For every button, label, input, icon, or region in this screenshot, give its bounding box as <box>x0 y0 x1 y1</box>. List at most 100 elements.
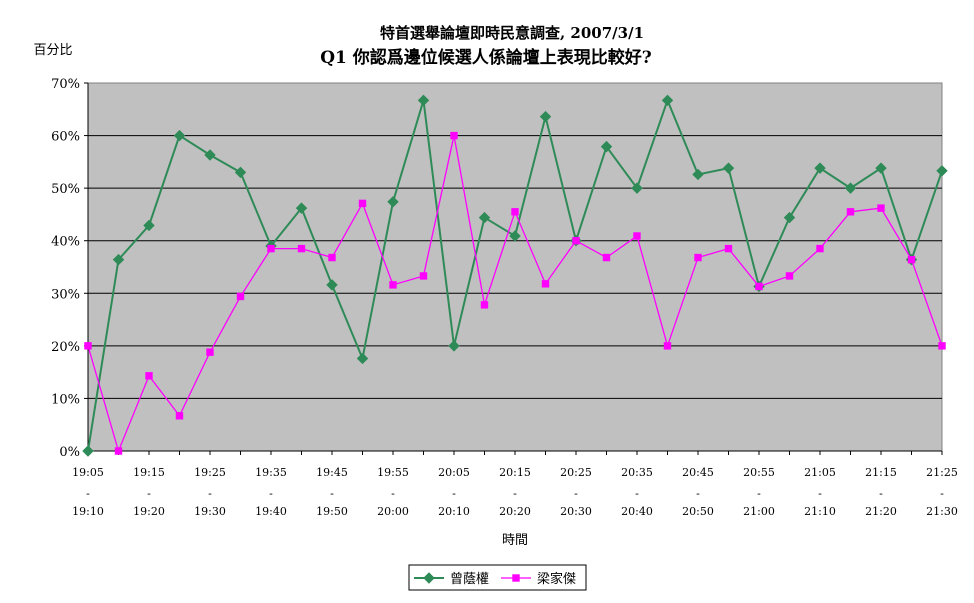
x-tick-label: 19:45 <box>316 466 348 479</box>
x-tick-label: - <box>574 487 578 500</box>
data-point <box>814 162 826 174</box>
x-tick-label: 19:30 <box>194 505 226 518</box>
x-tick-label: 19:25 <box>194 466 226 479</box>
data-point <box>875 162 887 174</box>
y-axis-ticks: 0% 10% 20% 30% 40% 50% 60% 70% <box>51 77 89 460</box>
legend-label: 梁家傑 <box>537 571 576 587</box>
x-tick-label: 19:35 <box>255 466 287 479</box>
x-tick-label: 20:30 <box>560 505 592 518</box>
data-point <box>692 168 704 181</box>
data-point <box>234 166 247 179</box>
legend-item: 曾蔭權 <box>414 572 489 587</box>
x-tick-label: - <box>269 487 273 500</box>
data-point <box>114 447 123 455</box>
x-tick-label: 20:20 <box>499 505 531 518</box>
data-point <box>175 412 184 420</box>
y-tick-label: 40% <box>51 235 80 250</box>
data-point <box>783 211 796 224</box>
x-tick-label: 19:05 <box>72 466 104 479</box>
data-point <box>572 237 580 245</box>
x-axis-title: 時間 <box>502 533 528 548</box>
data-point <box>631 182 643 194</box>
x-tick-label: - <box>513 487 517 500</box>
x-tick-label: 20:35 <box>621 466 653 479</box>
data-point <box>82 445 94 457</box>
x-tick-label: 20:05 <box>438 466 470 479</box>
data-point <box>816 244 824 253</box>
x-tick-label: 20:50 <box>682 505 714 518</box>
data-point <box>785 272 794 280</box>
x-tick-label: 19:10 <box>72 505 104 518</box>
x-tick-label: 19:20 <box>133 505 165 518</box>
x-tick-label: - <box>635 487 639 500</box>
y-tick-label: 20% <box>51 340 80 355</box>
data-point <box>173 129 186 142</box>
data-point <box>602 253 611 262</box>
data-point <box>326 279 338 291</box>
y-tick-label: 50% <box>51 182 80 197</box>
data-point <box>145 372 153 380</box>
data-point <box>600 140 613 153</box>
data-point <box>387 196 399 208</box>
data-point <box>938 342 946 350</box>
y-axis-title: 百分比 <box>33 43 72 58</box>
x-tick-label: 21:00 <box>743 505 775 518</box>
data-point <box>356 352 369 365</box>
data-point <box>844 182 857 194</box>
plot-area <box>87 82 943 452</box>
data-point <box>84 342 92 350</box>
data-point <box>358 199 367 208</box>
x-tick-label: 20:15 <box>499 466 531 479</box>
x-tick-label: 20:40 <box>621 505 653 518</box>
data-point <box>206 348 214 356</box>
y-tick-label: 10% <box>51 392 80 407</box>
x-tick-label: 19:40 <box>255 505 287 518</box>
data-point <box>236 292 245 301</box>
x-tick-label: - <box>940 487 944 500</box>
data-point <box>417 94 430 107</box>
grid-lines <box>88 135 942 399</box>
x-tick-label: - <box>208 487 212 500</box>
x-tick-label: 20:55 <box>743 466 775 479</box>
y-tick-label: 30% <box>51 287 80 302</box>
x-tick-label: - <box>879 487 883 500</box>
data-point <box>663 342 672 350</box>
x-tick-label: 20:10 <box>438 505 470 518</box>
data-point <box>419 272 428 280</box>
data-point <box>846 208 855 216</box>
legend-label: 曾蔭權 <box>450 572 489 587</box>
legend: 曾蔭權 梁家傑 <box>414 571 576 587</box>
data-point <box>722 162 735 174</box>
series-2 <box>84 131 946 455</box>
data-point <box>755 282 763 291</box>
data-point <box>328 253 336 262</box>
x-tick-label: - <box>696 487 700 500</box>
data-point <box>143 219 155 232</box>
data-point <box>661 94 674 107</box>
legend-marker <box>512 574 520 582</box>
x-tick-label: 20:25 <box>560 466 592 479</box>
x-tick-label: 21:20 <box>865 505 897 518</box>
data-point <box>539 110 552 123</box>
chart-title: 特首選舉論壇即時民意調查, 2007/3/1 <box>380 24 644 42</box>
data-point <box>907 255 916 264</box>
x-tick-label: 19:55 <box>377 466 409 479</box>
data-point <box>389 281 397 289</box>
data-point <box>478 211 491 224</box>
x-tick-label: - <box>818 487 822 500</box>
legend-item: 梁家傑 <box>501 571 576 587</box>
data-point <box>204 149 216 161</box>
data-point <box>112 253 125 266</box>
data-point <box>724 244 733 253</box>
data-point <box>541 280 550 288</box>
y-tick-label: 0% <box>59 445 80 460</box>
data-point <box>511 208 519 216</box>
x-tick-label: 21:25 <box>926 466 958 479</box>
y-tick-label: 60% <box>51 130 80 145</box>
x-tick-label: 21:05 <box>804 466 836 479</box>
x-tick-label: - <box>452 487 456 500</box>
data-point <box>936 165 948 177</box>
data-point <box>448 340 460 352</box>
chart-subtitle: Q1 你認爲邊位候選人係論壇上表現比較好? <box>320 47 652 68</box>
